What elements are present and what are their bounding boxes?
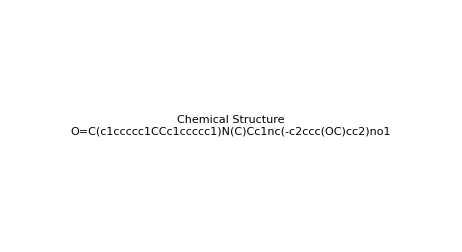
Text: Chemical Structure
O=C(c1ccccc1CCc1ccccc1)N(C)Cc1nc(-c2ccc(OC)cc2)no1: Chemical Structure O=C(c1ccccc1CCc1ccccc…	[71, 115, 391, 137]
